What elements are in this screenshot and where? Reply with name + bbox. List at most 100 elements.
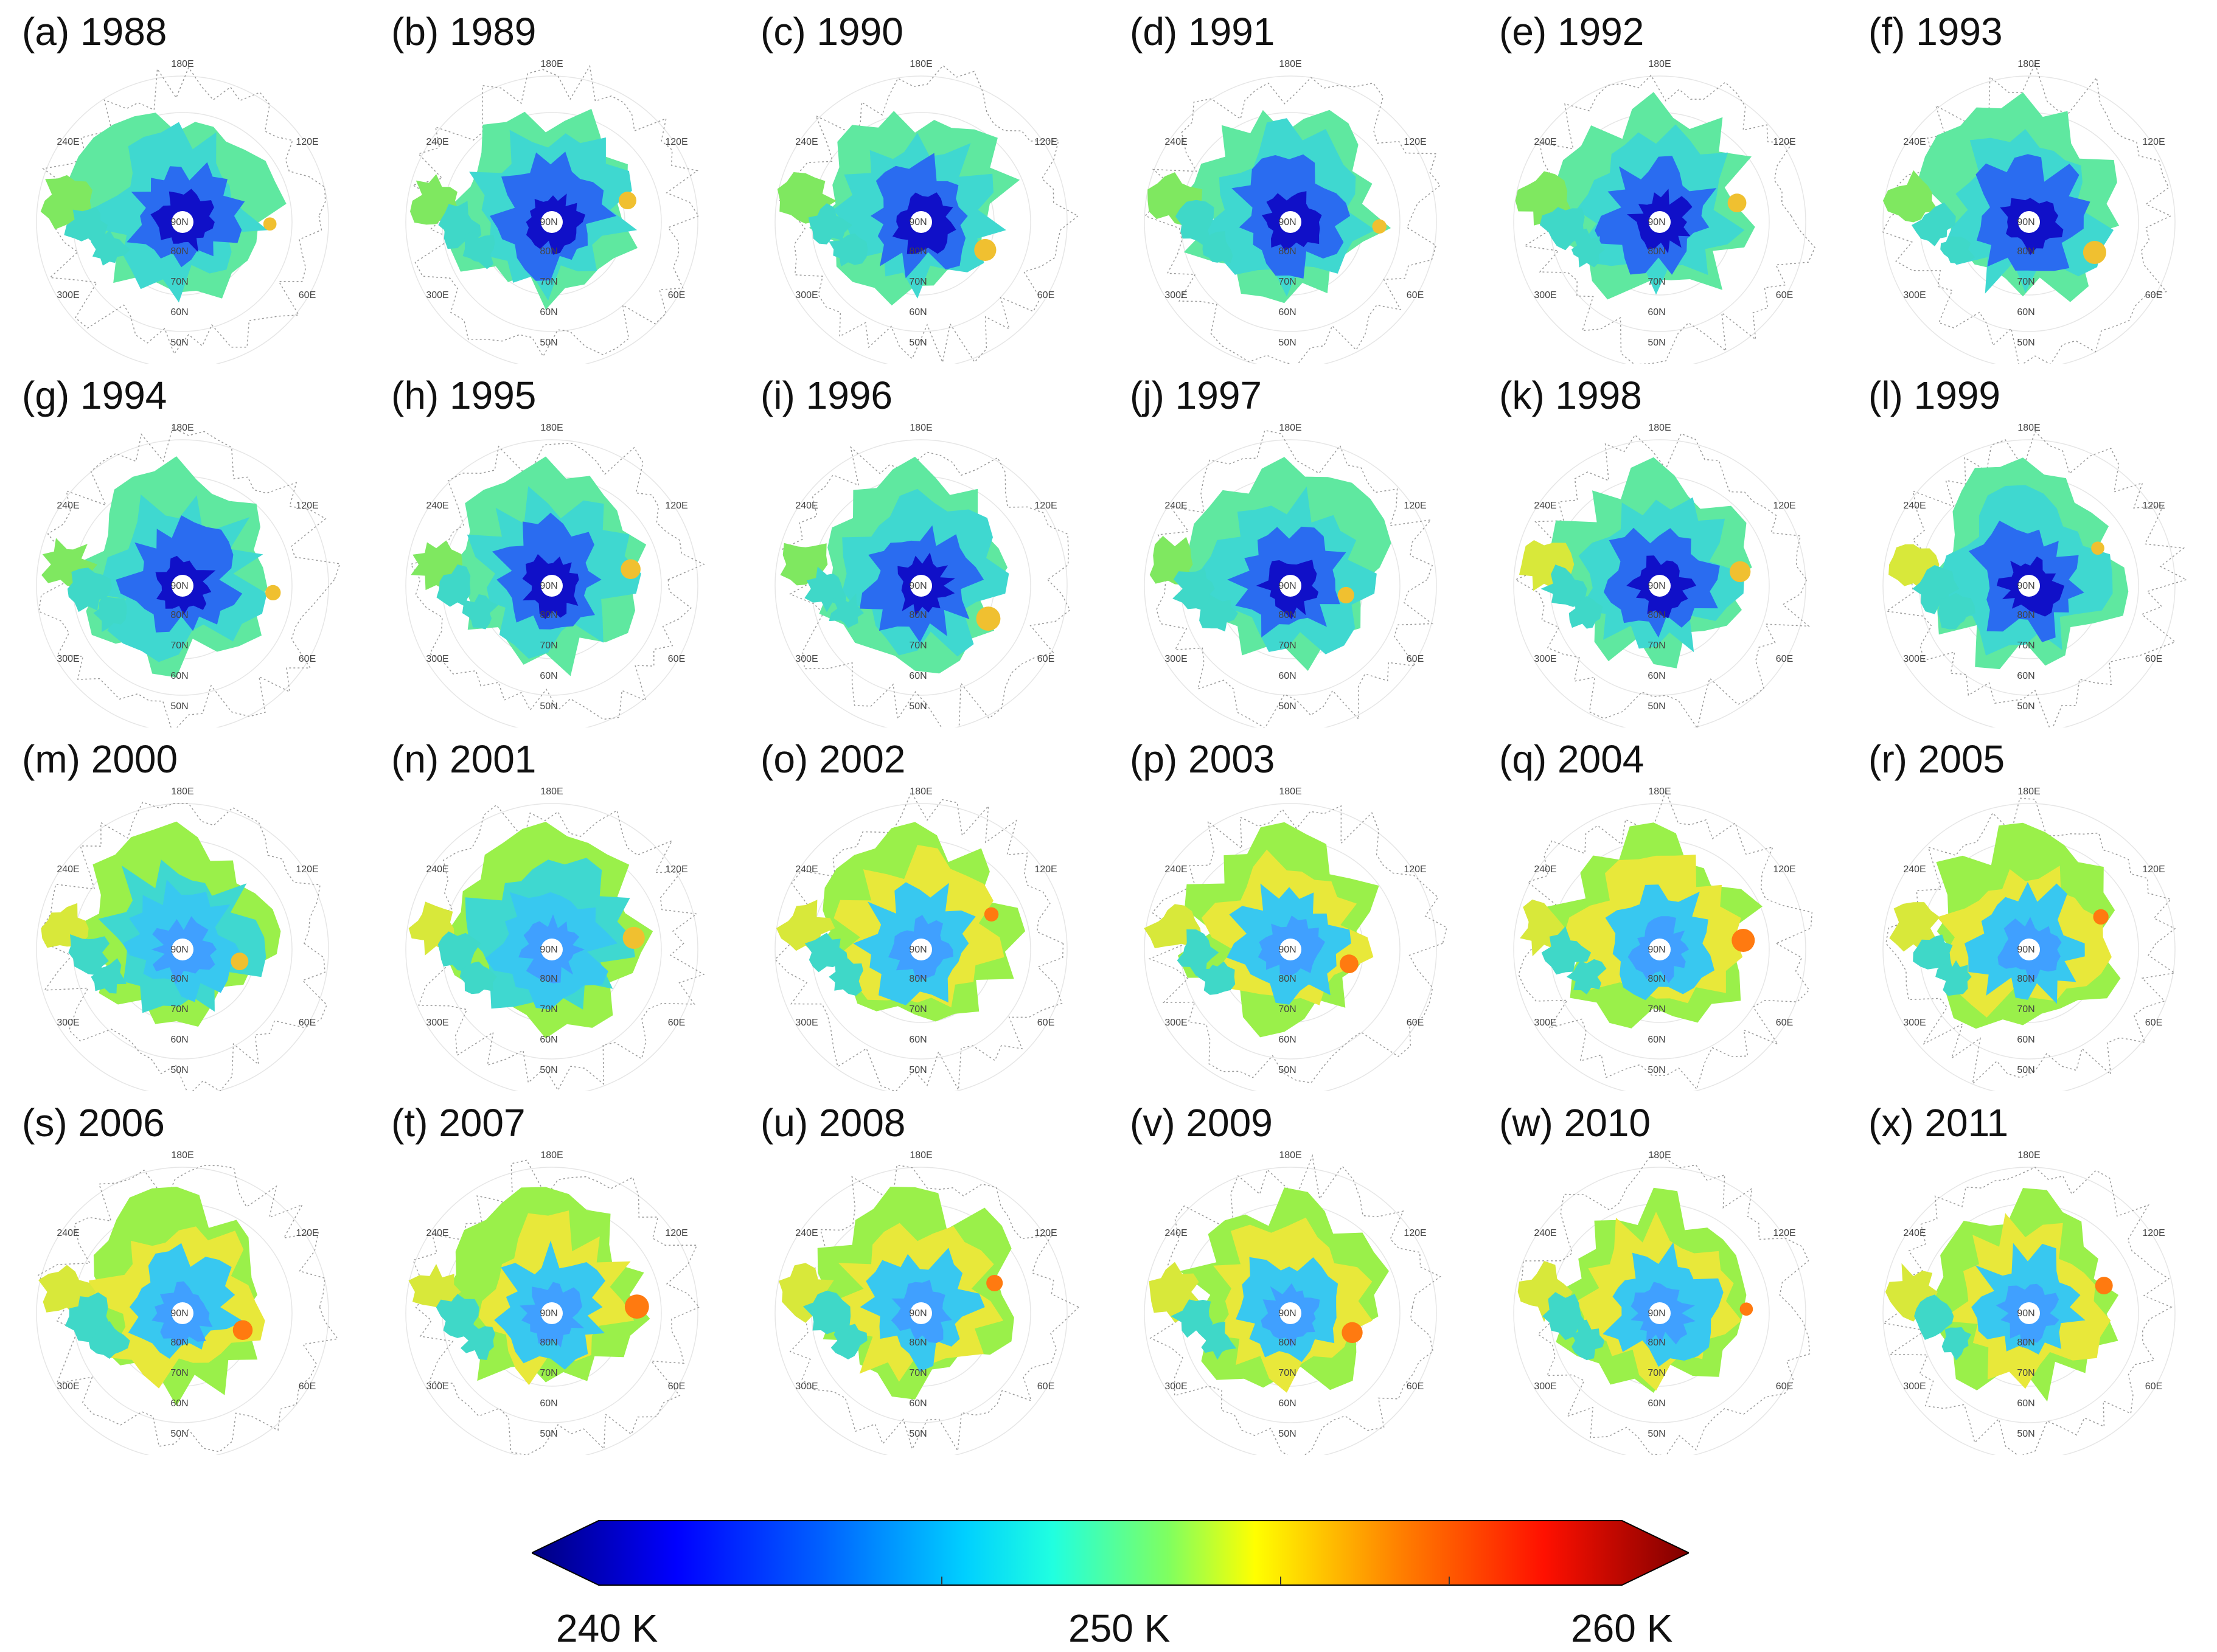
warm-spot (621, 559, 641, 580)
lon-label-120e: 120E (665, 137, 687, 147)
lat-label-50n: 50N (2017, 1429, 2034, 1439)
lat-label-50n: 50N (170, 1429, 188, 1439)
lon-label-60e: 60E (668, 1381, 685, 1392)
polar-map: 180E 240E 120E 300E 60E 90N 80N 70N 60N 50N (405, 423, 705, 727)
warm-spot (1731, 929, 1755, 953)
warm-spot (984, 907, 999, 922)
lon-label-180e: 180E (540, 786, 563, 797)
map-panel: (f) 1993 180E 240E 120E 300E 60E 90N 80N 70N 60N 5… (1846, 0, 2216, 364)
lon-label-60e: 60E (668, 654, 685, 664)
warm-spot (265, 585, 281, 601)
polar-map: 180E 240E 120E 300E 60E 90N 80N 70N 60N 50N (774, 59, 1079, 364)
polar-map: 180E 240E 120E 300E 60E 90N 80N 70N 60N 50N (1882, 423, 2188, 727)
warm-spot (232, 1320, 253, 1341)
lon-label-180e: 180E (540, 423, 563, 433)
panel-label: (u) 2008 (760, 1101, 906, 1145)
lon-label-60e: 60E (1776, 654, 1793, 664)
sea-ice-arm (1172, 567, 1215, 611)
polar-map: 180E 240E 120E 300E 60E 90N 80N 70N 60N 50N (1144, 1150, 1441, 1455)
lon-label-120e: 120E (1773, 137, 1795, 147)
lat-label-50n: 50N (1648, 1065, 1665, 1075)
lon-label-300e: 300E (1164, 1381, 1187, 1392)
lon-label-180e: 180E (171, 1150, 193, 1161)
latitude-circle (1882, 803, 2176, 1091)
lon-label-180e: 180E (171, 423, 193, 433)
coastline (1148, 805, 1447, 1083)
polar-map: 180E 240E 120E 300E 60E 90N 80N 70N 60N 50N (1513, 1150, 1811, 1455)
lon-label-240e: 240E (1534, 501, 1556, 511)
sea-ice-arm (1889, 902, 1940, 953)
lon-label-120e: 120E (1773, 1228, 1795, 1238)
lat-label-90n: 90N (1278, 581, 1296, 591)
lat-label-90n: 90N (1648, 1308, 1665, 1319)
sea-ice-arm (1197, 961, 1236, 995)
pole-hole (2018, 575, 2040, 597)
lat-label-50n: 50N (909, 338, 927, 348)
lon-label-180e: 180E (1648, 1150, 1671, 1161)
sea-ice-arm (1941, 1327, 1972, 1361)
lat-label-80n: 80N (2017, 974, 2034, 984)
lon-label-240e: 240E (57, 864, 79, 875)
lat-label-70n: 70N (540, 1004, 557, 1015)
map-panel: (x) 2011 180E 240E 120E 300E 60E 90N 80N 70N 60N 5… (1846, 1091, 2216, 1455)
sea-ice-arm (1202, 231, 1233, 263)
lat-label-90n: 90N (2017, 945, 2034, 955)
warm-spot (986, 1274, 1003, 1292)
lon-label-60e: 60E (1776, 1381, 1793, 1392)
pole-hole (910, 211, 932, 233)
latitude-circle (1882, 1167, 2176, 1455)
sea-ice-arm (802, 1290, 851, 1334)
lon-label-60e: 60E (1037, 290, 1054, 300)
lon-label-60e: 60E (668, 290, 685, 300)
lon-label-240e: 240E (795, 864, 818, 875)
warm-spot (619, 192, 636, 210)
coastline (774, 791, 1064, 1091)
polar-map: 180E 240E 120E 300E 60E 90N 80N 70N 60N 50N (36, 786, 329, 1091)
lon-label-180e: 180E (171, 59, 193, 69)
lon-label-300e: 300E (426, 654, 448, 664)
sea-ice-arm (462, 594, 499, 630)
lon-label-240e: 240E (1534, 137, 1556, 147)
latitude-circle (774, 439, 1068, 727)
lat-label-50n: 50N (170, 701, 188, 712)
lon-label-120e: 120E (2142, 137, 2165, 147)
latitude-circle (1513, 1167, 1806, 1455)
lat-label-90n: 90N (170, 217, 188, 227)
sea-ice-arm (38, 1265, 96, 1321)
lon-label-240e: 240E (426, 501, 448, 511)
lat-label-60n: 60N (540, 307, 557, 318)
lon-label-180e: 180E (910, 59, 932, 69)
coastline (1519, 1156, 1811, 1455)
lon-label-180e: 180E (910, 786, 932, 797)
lon-label-300e: 300E (1534, 290, 1556, 300)
lon-label-180e: 180E (540, 59, 563, 69)
lon-label-300e: 300E (1534, 1018, 1556, 1028)
warm-spot (1729, 561, 1751, 583)
map-panel: (a) 1988 180E 240E 120E 300E 60E 90N 80N 70N 60N 5… (0, 0, 369, 364)
lon-label-120e: 120E (1773, 501, 1795, 511)
sea-ice-arm (459, 1323, 495, 1360)
pole-hole (1649, 211, 1671, 233)
lat-label-90n: 90N (1278, 217, 1296, 227)
map-panel: (c) 1990 180E 240E 120E 300E 60E 90N 80N 70N 60N 5… (739, 0, 1108, 364)
sea-ice-arm (829, 233, 868, 267)
pole-hole (172, 211, 193, 233)
polar-map: 180E 240E 120E 300E 60E 90N 80N 70N 60N 50N (1144, 423, 1437, 727)
lon-label-300e: 300E (795, 290, 818, 300)
lon-label-180e: 180E (1648, 786, 1671, 797)
sea-ice-arm (808, 203, 852, 245)
map-panel: (k) 1998 180E 240E 120E 300E 60E 90N 80N 70N 60N 5… (1477, 364, 1846, 727)
lat-label-70n: 70N (2017, 277, 2034, 287)
pole-hole (1279, 1302, 1301, 1324)
polar-map: 180E 240E 120E 300E 60E 90N 80N 70N 60N 50N (36, 423, 341, 727)
lat-label-80n: 80N (1648, 246, 1665, 257)
panel-label: (n) 2001 (391, 737, 537, 781)
lat-label-70n: 70N (1648, 1004, 1665, 1015)
warm-spot (263, 217, 277, 231)
latitude-circle (405, 75, 698, 364)
latitude-circle (774, 1167, 1068, 1455)
lat-label-90n: 90N (540, 581, 557, 591)
panel-label: (a) 1988 (22, 10, 167, 54)
lon-label-60e: 60E (1037, 1018, 1054, 1028)
lat-label-90n: 90N (1278, 945, 1296, 955)
